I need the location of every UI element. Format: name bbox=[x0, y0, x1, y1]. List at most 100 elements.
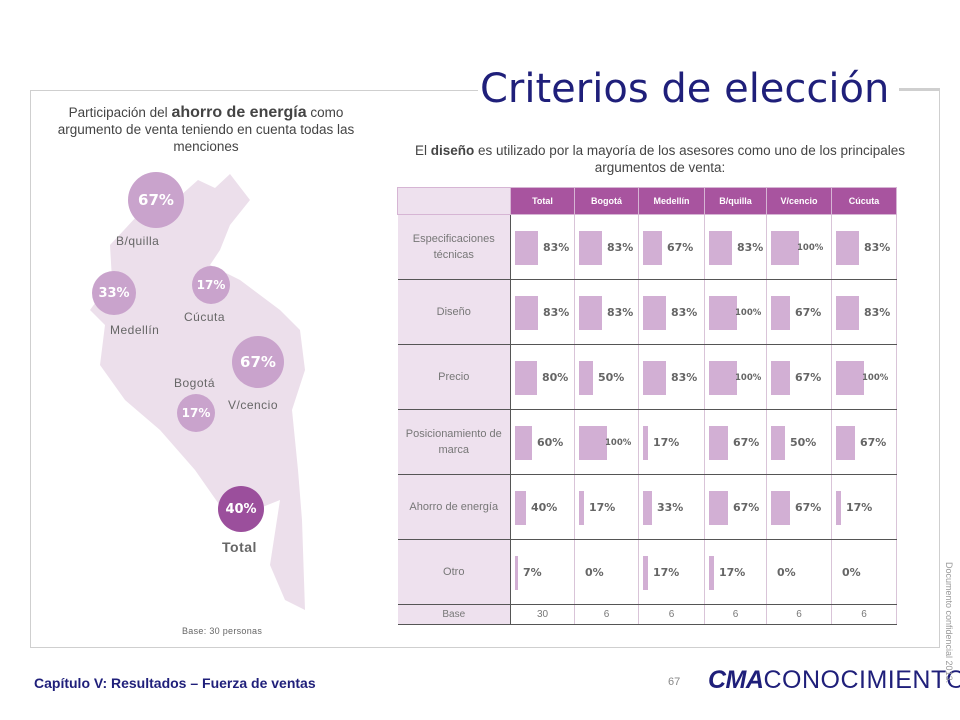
data-cell: 17% bbox=[831, 474, 897, 540]
table-row: Precio 80% 50% 83% 100% 67% 100% bbox=[397, 344, 897, 410]
bar bbox=[771, 556, 772, 590]
confidential-note: Documento confidencial 2013. bbox=[944, 562, 954, 684]
header-corner bbox=[397, 187, 511, 215]
data-cell: 83% bbox=[510, 214, 575, 280]
data-label: 0% bbox=[842, 566, 861, 579]
data-cell: 100% bbox=[574, 409, 639, 475]
bar bbox=[579, 361, 593, 395]
data-label: 100% bbox=[797, 243, 824, 253]
data-cell: 17% bbox=[638, 539, 705, 605]
data-label: 33% bbox=[657, 501, 684, 514]
map-subtitle: Participación del ahorro de energía como… bbox=[57, 104, 355, 154]
table-row: Ahorro de energía 40% 17% 33% 67% 67% 17% bbox=[397, 474, 897, 540]
base-value: 6 bbox=[766, 604, 832, 625]
data-cell: 50% bbox=[766, 409, 832, 475]
data-cell: 83% bbox=[574, 279, 639, 345]
data-label: 100% bbox=[735, 373, 762, 383]
bar bbox=[515, 296, 538, 330]
bar bbox=[579, 426, 607, 460]
data-label: 7% bbox=[523, 566, 542, 579]
bar bbox=[515, 426, 532, 460]
city-label-vcencio: V/cencio bbox=[228, 398, 279, 412]
data-label: 83% bbox=[864, 241, 891, 254]
bar bbox=[643, 556, 648, 590]
base-row: Base 30 6 6 6 6 6 bbox=[397, 604, 897, 625]
row-label: Diseño bbox=[397, 279, 511, 345]
base-value: 6 bbox=[704, 604, 767, 625]
bar bbox=[579, 296, 602, 330]
base-value: 6 bbox=[831, 604, 897, 625]
bar bbox=[771, 296, 790, 330]
data-label: 17% bbox=[846, 501, 873, 514]
bar bbox=[643, 426, 648, 460]
city-label-cucuta: Cúcuta bbox=[184, 310, 226, 324]
data-cell: 100% bbox=[766, 214, 832, 280]
page-number: 67 bbox=[668, 676, 681, 688]
data-cell: 100% bbox=[704, 279, 767, 345]
bar bbox=[579, 491, 584, 525]
bar bbox=[709, 296, 737, 330]
bubble-medellin: 33% bbox=[92, 271, 136, 315]
table-subtitle: El diseño es utilizado por la mayoría de… bbox=[414, 143, 905, 175]
data-cell: 83% bbox=[638, 344, 705, 410]
row-label: Especificaciones técnicas bbox=[397, 214, 511, 280]
bar bbox=[771, 491, 790, 525]
bar bbox=[836, 556, 837, 590]
data-cell: 17% bbox=[704, 539, 767, 605]
bar bbox=[771, 426, 785, 460]
data-label: 67% bbox=[733, 501, 760, 514]
bubble-cucuta: 17% bbox=[192, 266, 230, 304]
column-header: Cúcuta bbox=[831, 187, 897, 215]
total-label: Total bbox=[222, 539, 257, 555]
data-label: 67% bbox=[795, 371, 822, 384]
data-label: 100% bbox=[735, 308, 762, 318]
data-cell: 60% bbox=[510, 409, 575, 475]
bar bbox=[709, 231, 732, 265]
chapter-label: Capítulo V: Resultados – Fuerza de venta… bbox=[34, 675, 316, 691]
data-label: 17% bbox=[589, 501, 616, 514]
data-label: 83% bbox=[864, 306, 891, 319]
data-cell: 67% bbox=[704, 409, 767, 475]
data-label: 0% bbox=[777, 566, 796, 579]
bar bbox=[709, 361, 737, 395]
table-row: Diseño 83% 83% 83% 100% 67% 83% bbox=[397, 279, 897, 345]
data-cell: 100% bbox=[704, 344, 767, 410]
data-cell: 67% bbox=[766, 474, 832, 540]
data-label: 40% bbox=[531, 501, 558, 514]
data-cell: 17% bbox=[638, 409, 705, 475]
data-cell: 83% bbox=[510, 279, 575, 345]
data-label: 67% bbox=[860, 436, 887, 449]
bar bbox=[515, 491, 526, 525]
data-label: 50% bbox=[598, 371, 625, 384]
bar bbox=[771, 231, 799, 265]
row-label: Otro bbox=[397, 539, 511, 605]
column-header: Bogotá bbox=[574, 187, 639, 215]
column-header: Total bbox=[510, 187, 575, 215]
data-label: 67% bbox=[733, 436, 760, 449]
data-label: 50% bbox=[790, 436, 817, 449]
bar bbox=[515, 231, 538, 265]
column-header: Medellín bbox=[638, 187, 705, 215]
bubble-vcencio: 67% bbox=[232, 336, 284, 388]
bar bbox=[836, 491, 841, 525]
table-header-row: Total Bogotá Medellín B/quilla V/cencio Cúcut… bbox=[397, 187, 897, 215]
data-label: 0% bbox=[585, 566, 604, 579]
data-cell: 0% bbox=[831, 539, 897, 605]
data-label: 17% bbox=[653, 566, 680, 579]
page-title: Criterios de elección bbox=[478, 66, 900, 112]
data-cell: 67% bbox=[638, 214, 705, 280]
bar bbox=[579, 556, 580, 590]
table-row: Otro 7% 0% 17% 17% 0% 0% bbox=[397, 539, 897, 605]
title-rule bbox=[870, 88, 940, 90]
bar bbox=[709, 426, 728, 460]
data-cell: 83% bbox=[704, 214, 767, 280]
data-label: 80% bbox=[542, 371, 569, 384]
base-value: 6 bbox=[638, 604, 705, 625]
bar bbox=[515, 556, 518, 590]
bar bbox=[836, 426, 855, 460]
base-value: 30 bbox=[510, 604, 575, 625]
data-cell: 83% bbox=[638, 279, 705, 345]
bar bbox=[836, 296, 859, 330]
bar bbox=[836, 361, 864, 395]
data-label: 67% bbox=[795, 501, 822, 514]
